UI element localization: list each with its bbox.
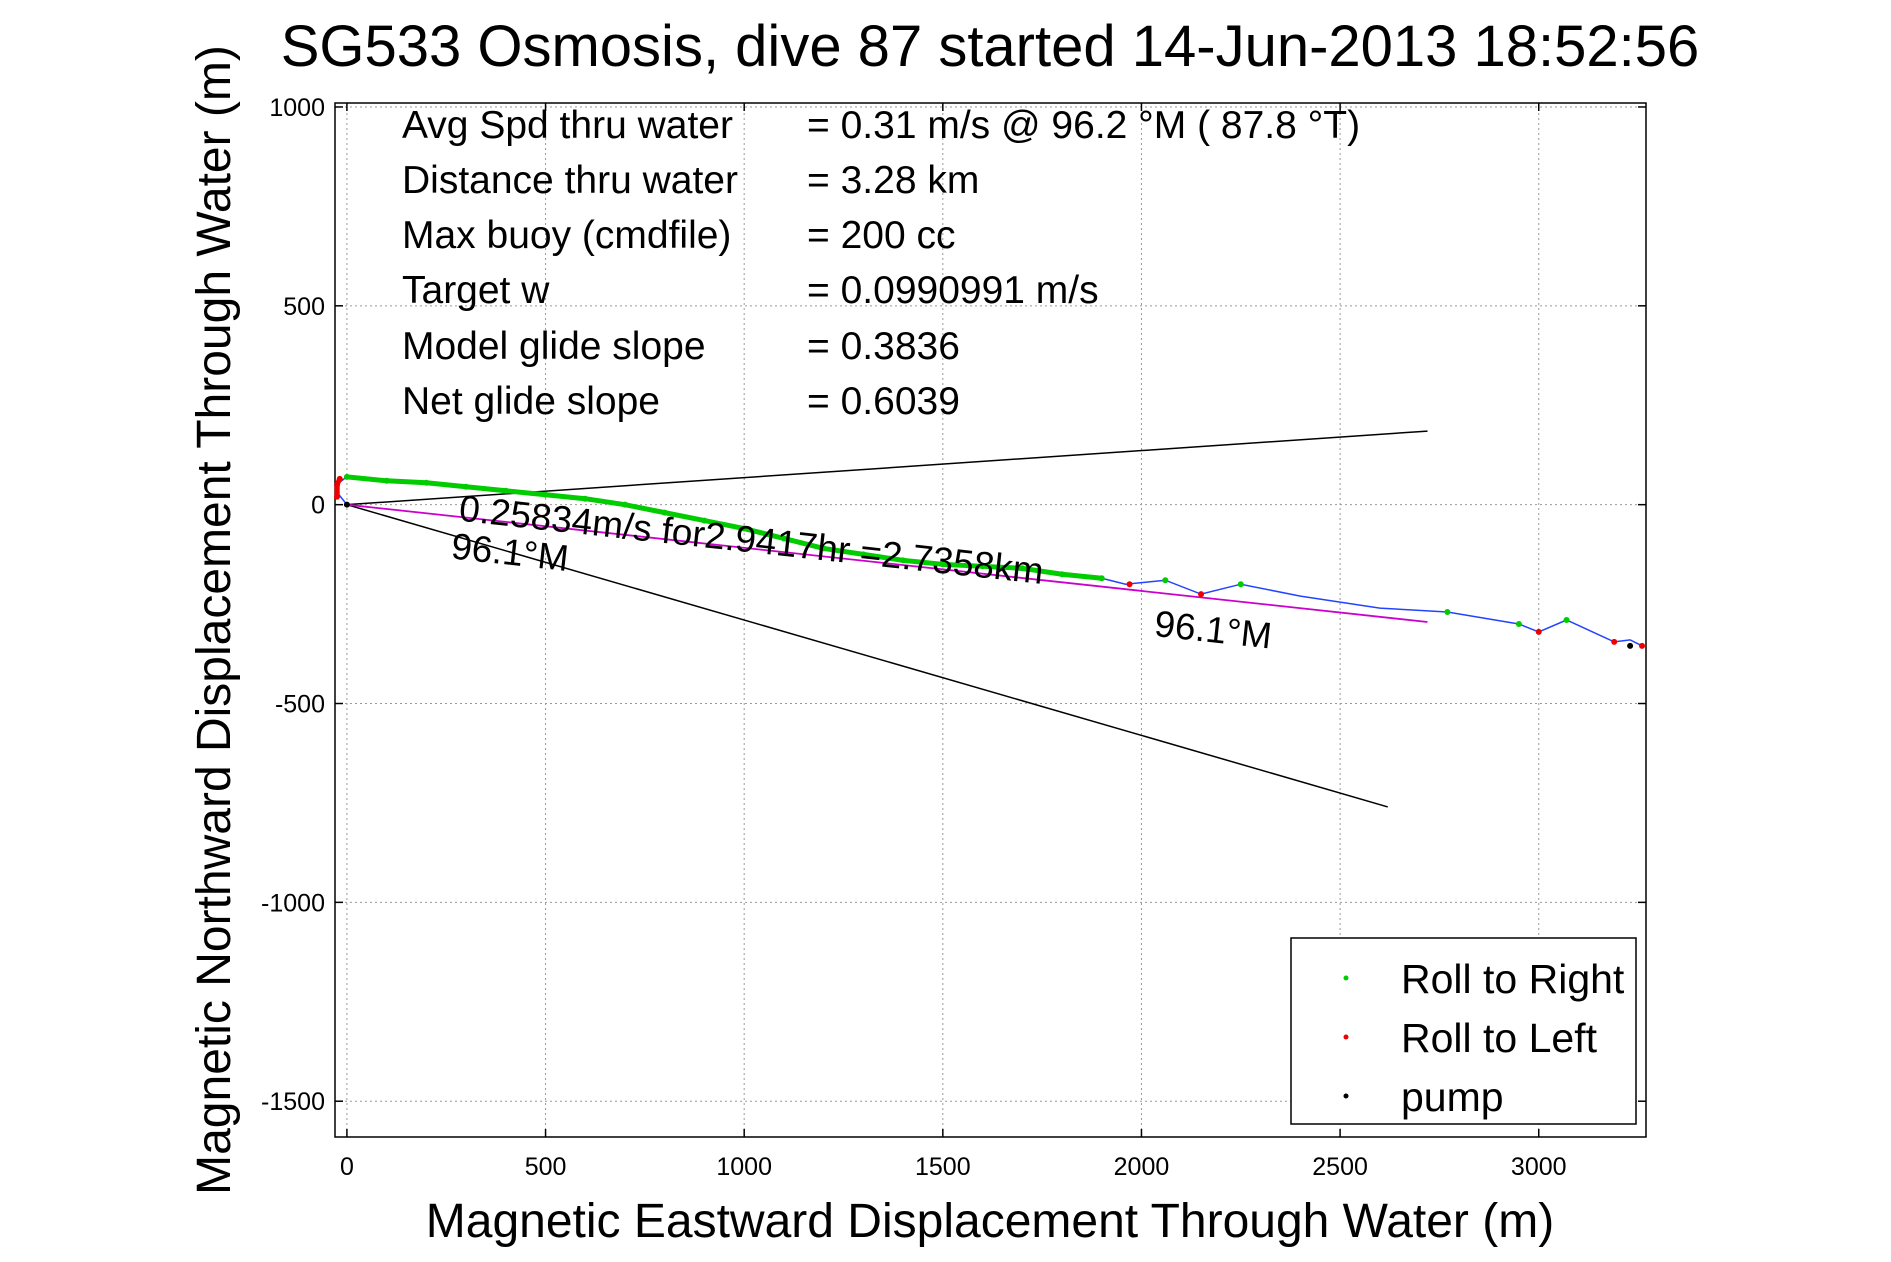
legend-marker (1343, 1034, 1349, 1040)
roll-right-marker (1098, 575, 1105, 582)
roll-left-marker (1126, 581, 1133, 588)
info-value: = 3.28 km (807, 159, 979, 202)
roll-right-marker (502, 487, 509, 494)
info-value: = 0.6039 (807, 380, 960, 423)
info-block: Avg Spd thru water = 0.31 m/s @ 96.2 °M … (402, 104, 1360, 423)
roll-right-marker (343, 473, 350, 480)
roll-right-marker (383, 477, 390, 484)
y-tick-label: 0 (311, 492, 325, 520)
info-label: Target w (402, 269, 550, 312)
roll-right-marker (1563, 617, 1570, 623)
annotation-label: 96.1°M (1153, 603, 1274, 656)
x-tick-label: 2500 (1312, 1153, 1368, 1181)
net-displacement-line (346, 503, 1428, 623)
roll-left-marker (336, 475, 343, 482)
roll-right-marker (1515, 620, 1522, 627)
roll-right-marker (979, 563, 986, 570)
roll-right-marker (661, 509, 668, 516)
info-value: = 200 cc (807, 214, 956, 257)
x-tick-label: 500 (525, 1153, 567, 1181)
chart-title: SG533 Osmosis, dive 87 started 14-Jun-20… (281, 14, 1700, 79)
legend-marker (1343, 1093, 1349, 1099)
heading-line (346, 503, 1388, 808)
plot-frame (334, 102, 1647, 1138)
legend-label: Roll to Right (1401, 956, 1625, 1002)
x-tick-label: 2000 (1114, 1153, 1170, 1181)
axis-ticks: 0 500 1000 1500 2000 2500 3000 1000 500 0 -500 -100… (261, 94, 1646, 1181)
info-label: Model glide slope (402, 325, 706, 368)
roll-right-marker (542, 491, 549, 498)
y-tick-label: 500 (283, 293, 325, 321)
pump-marker (343, 501, 350, 508)
y-tick-label: -1500 (261, 1088, 325, 1116)
info-value: = 0.0990991 m/s (807, 269, 1099, 312)
roll-left-marker (1639, 642, 1646, 649)
y-axis-label: Magnetic Northward Displacement Through … (188, 45, 241, 1195)
roll-right-marker (701, 517, 708, 524)
x-tick-label: 3000 (1511, 1153, 1567, 1181)
legend-box (1290, 937, 1637, 1125)
legend-label: pump (1401, 1074, 1504, 1120)
roll-right-segment (346, 474, 1102, 581)
roll-left-marker (1535, 628, 1542, 635)
annotations: 0.25834m/s for2.9417hr =2.7358km96.1°M96… (449, 488, 1274, 657)
legend: Roll to Right Roll to Left pump (1290, 937, 1637, 1125)
roll-right-marker (1162, 577, 1169, 584)
roll-right-marker (939, 561, 946, 568)
roll-right-marker (1444, 609, 1451, 616)
roll-left-marker (1611, 638, 1618, 645)
x-axis-label: Magnetic Eastward Displacement Through W… (426, 1195, 1554, 1248)
roll-right-marker (622, 501, 629, 508)
roll-right-marker (423, 479, 430, 486)
roll-right-marker (463, 483, 470, 490)
y-tick-label: 1000 (269, 94, 325, 122)
x-tick-label: 1000 (716, 1153, 772, 1181)
roll-right-marker (900, 557, 907, 564)
info-label: Net glide slope (402, 380, 660, 423)
info-value: = 0.3836 (807, 325, 960, 368)
legend-label: Roll to Left (1401, 1015, 1598, 1061)
info-value: = 0.31 m/s @ 96.2 °M ( 87.8 °T) (807, 104, 1360, 147)
info-label: Distance thru water (402, 159, 738, 202)
legend-marker (1343, 975, 1349, 981)
x-tick-label: 1500 (915, 1153, 971, 1181)
y-tick-label: -500 (275, 691, 325, 719)
roll-right-marker (1237, 581, 1244, 588)
roll-left-marker (333, 493, 340, 500)
roll-right-marker (1019, 565, 1026, 572)
roll-left-marker (333, 481, 340, 488)
data-markers (333, 473, 1646, 649)
info-label: Max buoy (cmdfile) (402, 214, 731, 257)
pump-marker (1627, 642, 1634, 649)
roll-left-marker (1198, 591, 1205, 598)
y-tick-label: -1000 (261, 889, 325, 917)
roll-right-marker (582, 495, 589, 502)
roll-right-marker (820, 545, 827, 552)
roll-right-marker (780, 535, 787, 542)
legend-markers (1343, 975, 1349, 1099)
roll-right-marker (1059, 571, 1066, 578)
x-tick-label: 0 (340, 1153, 354, 1181)
roll-right-marker (741, 525, 748, 532)
info-label: Avg Spd thru water (402, 104, 733, 147)
roll-right-marker (860, 551, 867, 558)
